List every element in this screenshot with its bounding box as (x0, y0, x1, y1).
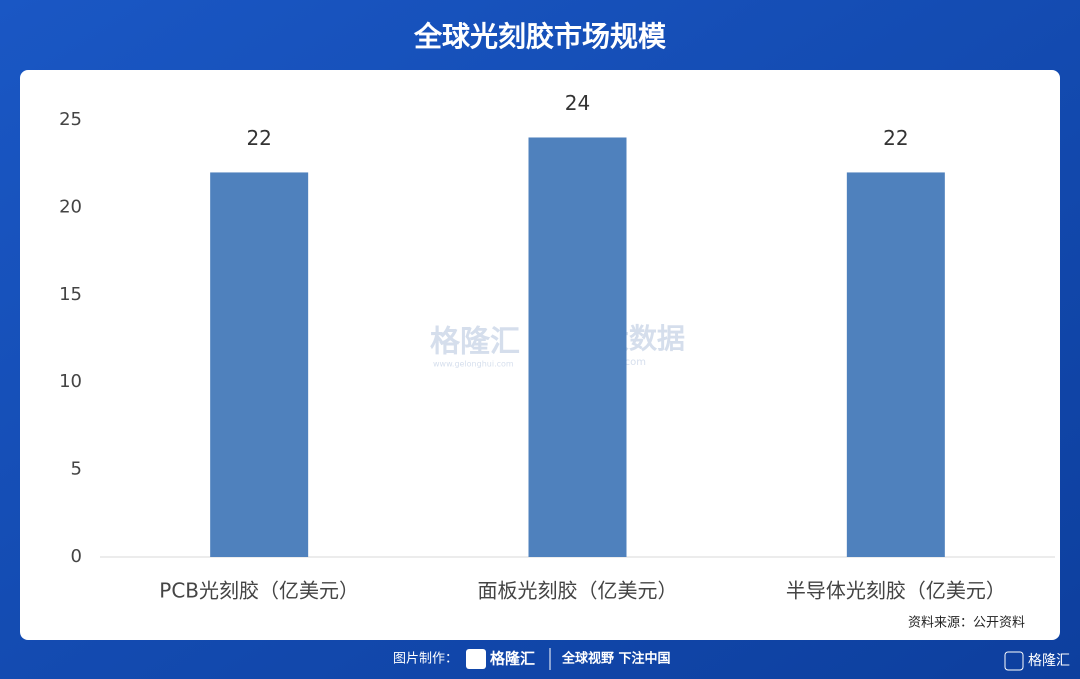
footer-slogan: 全球视野 下注中国 (561, 651, 671, 667)
bar (210, 172, 309, 557)
y-tick-label: 15 (59, 284, 82, 305)
x-tick-label: 半导体光刻胶（亿美元） (786, 579, 1006, 603)
y-tick-label: 25 (59, 109, 82, 130)
y-tick-label: 0 (71, 546, 82, 567)
logo (466, 649, 486, 669)
data-label: 22 (883, 126, 908, 150)
y-tick-label: 5 (71, 459, 82, 480)
data-label: 22 (246, 126, 271, 150)
y-tick-label: 20 (59, 196, 82, 217)
source-note: 资料来源：公开资料 (908, 616, 1025, 631)
data-label: 24 (565, 91, 590, 115)
footer-label: 图片制作： (393, 652, 458, 667)
watermark-brand: 格隆汇 (430, 325, 520, 360)
bar (528, 137, 627, 558)
x-tick-label: PCB光刻胶（亿美元） (159, 579, 359, 603)
watermark-url: www.gelonghui.com (433, 360, 514, 369)
x-tick-label: 面板光刻胶（亿美元） (478, 579, 678, 603)
footer-brand: 格隆汇 (490, 650, 535, 668)
logo (1004, 651, 1024, 671)
bar (846, 172, 945, 557)
footer-corner: 格隆汇 (1028, 653, 1070, 669)
chart-title: 全球光刻胶市场规模 (413, 20, 667, 53)
y-tick-label: 10 (59, 371, 82, 392)
